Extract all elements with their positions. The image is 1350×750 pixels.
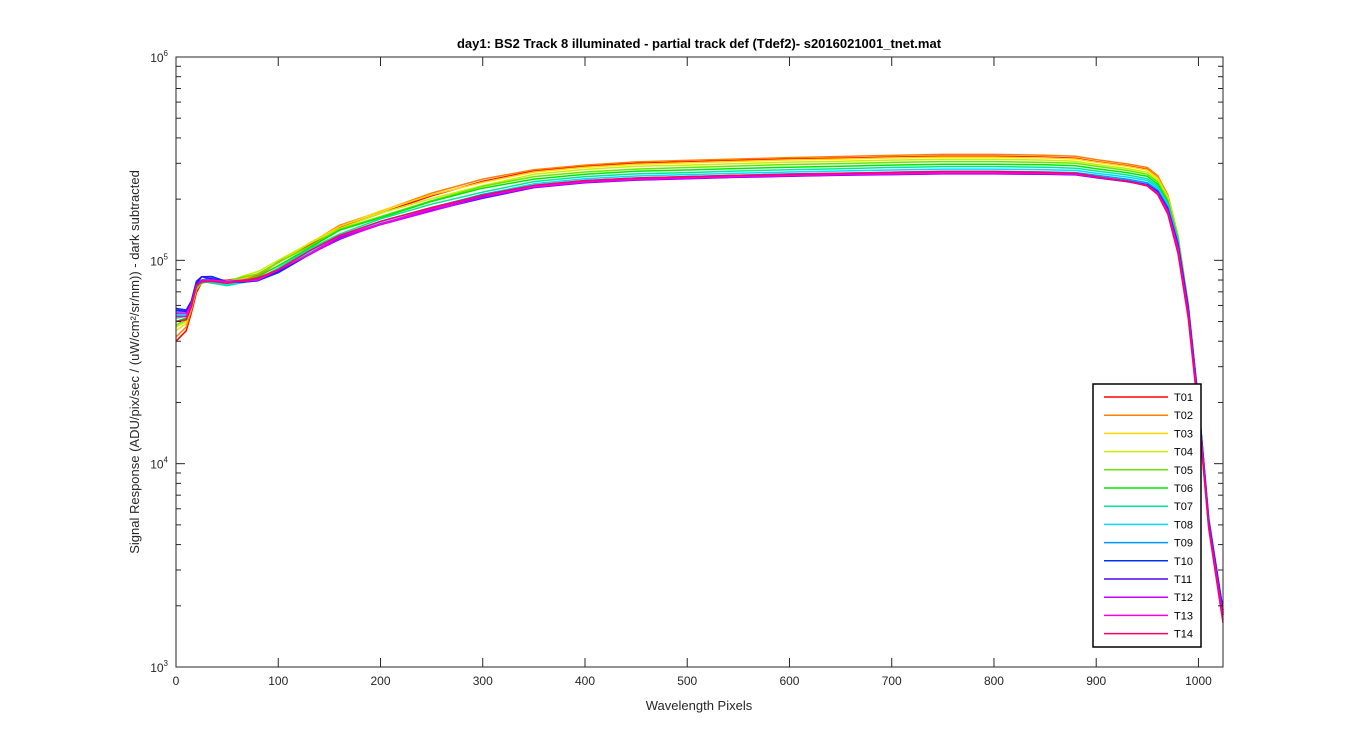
legend-label-t01: T01	[1174, 392, 1193, 404]
legend-label-t02: T02	[1174, 410, 1193, 422]
y-tick-label: 106	[150, 49, 168, 65]
legend-label-t08: T08	[1174, 519, 1193, 531]
x-tick-label: 600	[779, 674, 799, 688]
chart-title: day1: BS2 Track 8 illuminated - partial …	[457, 36, 942, 51]
x-tick-label: 100	[268, 674, 288, 688]
legend-label-t05: T05	[1174, 465, 1193, 477]
y-tick-base: 10	[150, 51, 164, 65]
legend-label-t09: T09	[1174, 538, 1193, 550]
legend-label-t06: T06	[1174, 483, 1193, 495]
y-tick-label: 104	[150, 456, 168, 472]
x-axis-label: Wavelength Pixels	[646, 698, 753, 713]
plot-area	[176, 57, 1223, 667]
series-layer	[175, 153, 1224, 623]
y-tick-base: 10	[150, 254, 164, 268]
x-tick-label: 0	[173, 674, 180, 688]
legend-label-t07: T07	[1174, 501, 1193, 513]
legend: T01 T02 T03 T04 T05 T06 T07 T08 T09 T10 T11 T12 T13 T…	[1092, 383, 1202, 648]
x-tick-label: 300	[473, 674, 493, 688]
x-tick-label: 800	[984, 674, 1004, 688]
y-tick-exponent: 3	[164, 659, 169, 668]
y-tick-label: 105	[150, 252, 168, 268]
y-tick-label: 103	[150, 659, 168, 675]
y-axis-label: Signal Response (ADU/pix/sec / (uW/cm²/s…	[127, 170, 142, 554]
x-tick-label: 200	[370, 674, 390, 688]
legend-label-t11: T11	[1174, 574, 1192, 586]
legend-box	[1092, 383, 1202, 648]
series-line-t14	[175, 170, 1224, 623]
legend-label-t03: T03	[1174, 428, 1193, 440]
series-line-t08	[176, 168, 1224, 611]
y-tick-base: 10	[150, 458, 164, 472]
axes-frame	[175, 56, 1224, 668]
x-axis: 0 100 200 300 400 500 600 700 800 900 1000	[173, 57, 1212, 688]
x-tick-label: 1000	[1185, 674, 1212, 688]
x-tick-label: 500	[677, 674, 697, 688]
y-tick-exponent: 6	[164, 49, 169, 58]
y-tick-exponent: 5	[164, 252, 169, 261]
x-tick-label: 900	[1086, 674, 1106, 688]
legend-label-t12: T12	[1174, 592, 1193, 604]
legend-label-t14: T14	[1174, 629, 1193, 641]
legend-label-t13: T13	[1174, 610, 1193, 622]
y-tick-base: 10	[150, 661, 164, 675]
y-tick-exponent: 4	[164, 456, 169, 465]
x-tick-label: 700	[882, 674, 902, 688]
legend-label-t10: T10	[1174, 556, 1193, 568]
x-tick-label: 400	[575, 674, 595, 688]
legend-label-t04: T04	[1174, 447, 1193, 459]
series-line-t07	[175, 165, 1224, 611]
